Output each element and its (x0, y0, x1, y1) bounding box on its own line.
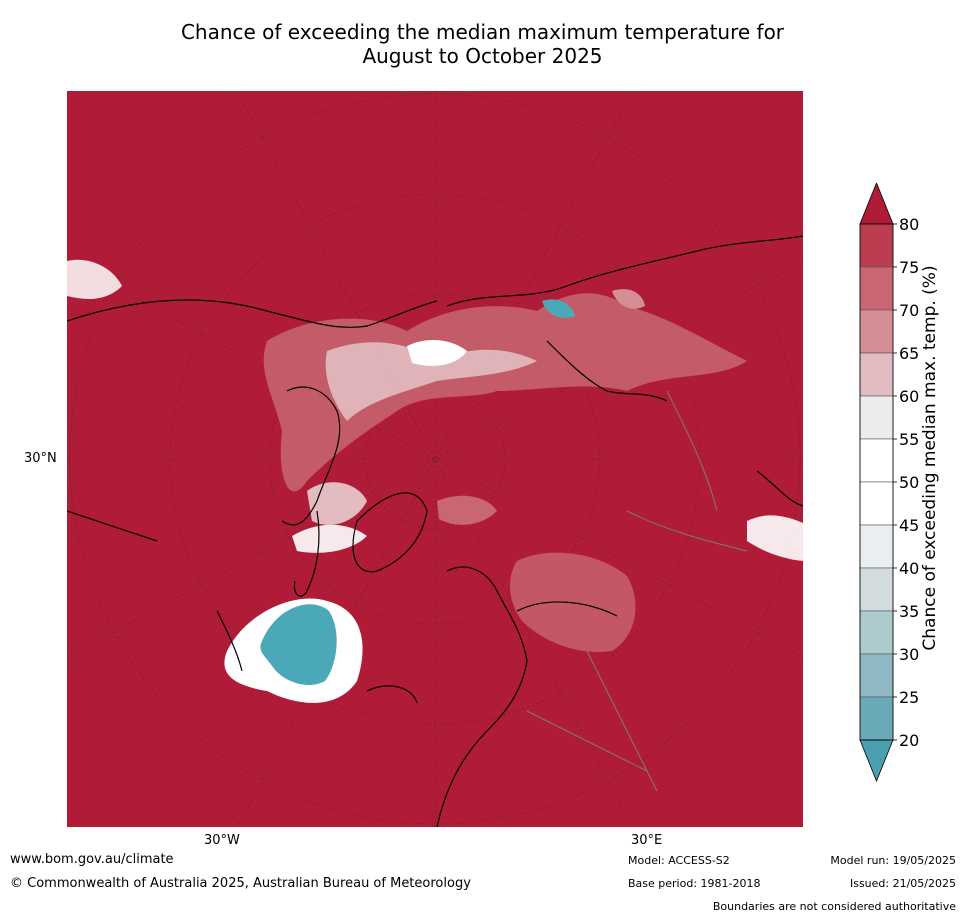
anomaly-fields (67, 259, 803, 703)
polar-map (67, 91, 803, 827)
colorbar-lower-arrow (859, 739, 894, 783)
country-borders (526, 390, 748, 792)
colorbar-tick-label: 30 (899, 645, 919, 664)
colorbar-tick-label: 75 (899, 258, 919, 277)
footer-issued: Issued: 21/05/2025 (849, 877, 956, 890)
footer-website: www.bom.gov.au/climate (10, 852, 174, 867)
colorbar-band (859, 610, 894, 655)
colorbar-tick-label: 55 (899, 430, 919, 449)
lon-label-30w: 30°W (204, 833, 240, 848)
colorbar-label-text: Chance of exceeding median max. temp. (%… (920, 265, 940, 651)
colorbar-upper-arrow (859, 181, 894, 225)
colorbar-tick-label: 35 (899, 602, 919, 621)
colorbar-tick-label: 80 (899, 215, 919, 234)
colorbar-band (859, 653, 894, 698)
lon-label-30e: 30°E (631, 833, 663, 848)
colorbar-band (859, 309, 894, 354)
colorbar-band (859, 524, 894, 569)
colorbar-band (859, 481, 894, 526)
colorbar-graphic: 80 75 70 65 60 55 50 45 40 35 30 25 20 (859, 181, 919, 783)
colorbar-band (859, 223, 894, 268)
title-line-2: August to October 2025 (362, 44, 603, 68)
title-line-1: Chance of exceeding the median maximum t… (180, 20, 785, 44)
colorbar-tick-label: 45 (899, 516, 919, 535)
colorbar-band (859, 266, 894, 311)
colorbar-band (859, 567, 894, 612)
coastlines (67, 235, 803, 827)
colorbar-tick-label: 60 (899, 387, 919, 406)
colorbar-tick-label: 70 (899, 301, 919, 320)
footer-model-run: Model run: 19/05/2025 (830, 854, 956, 867)
map-title: Chance of exceeding the median maximum t… (0, 20, 965, 68)
colorbar-band (859, 395, 894, 440)
footer-base-period: Base period: 1981-2018 (628, 877, 761, 890)
colorbar-tick-label: 25 (899, 688, 919, 707)
colorbar-band (859, 696, 894, 741)
map-canvas (67, 91, 803, 827)
colorbar-tick-label: 65 (899, 344, 919, 363)
colorbar: 80 75 70 65 60 55 50 45 40 35 30 25 20 (858, 181, 965, 783)
lat-label-30n: 30°N (24, 451, 57, 466)
graticule (67, 91, 803, 827)
footer-model: Model: ACCESS-S2 (628, 854, 730, 867)
colorbar-tick-label: 50 (899, 473, 919, 492)
footer-copyright: © Commonwealth of Australia 2025, Austra… (10, 876, 471, 891)
footer-disclaimer: Boundaries are not considered authoritat… (712, 900, 956, 913)
colorbar-band (859, 438, 894, 483)
colorbar-band (859, 352, 894, 397)
colorbar-tick-label: 20 (899, 731, 919, 750)
colorbar-tick-label: 40 (899, 559, 919, 578)
